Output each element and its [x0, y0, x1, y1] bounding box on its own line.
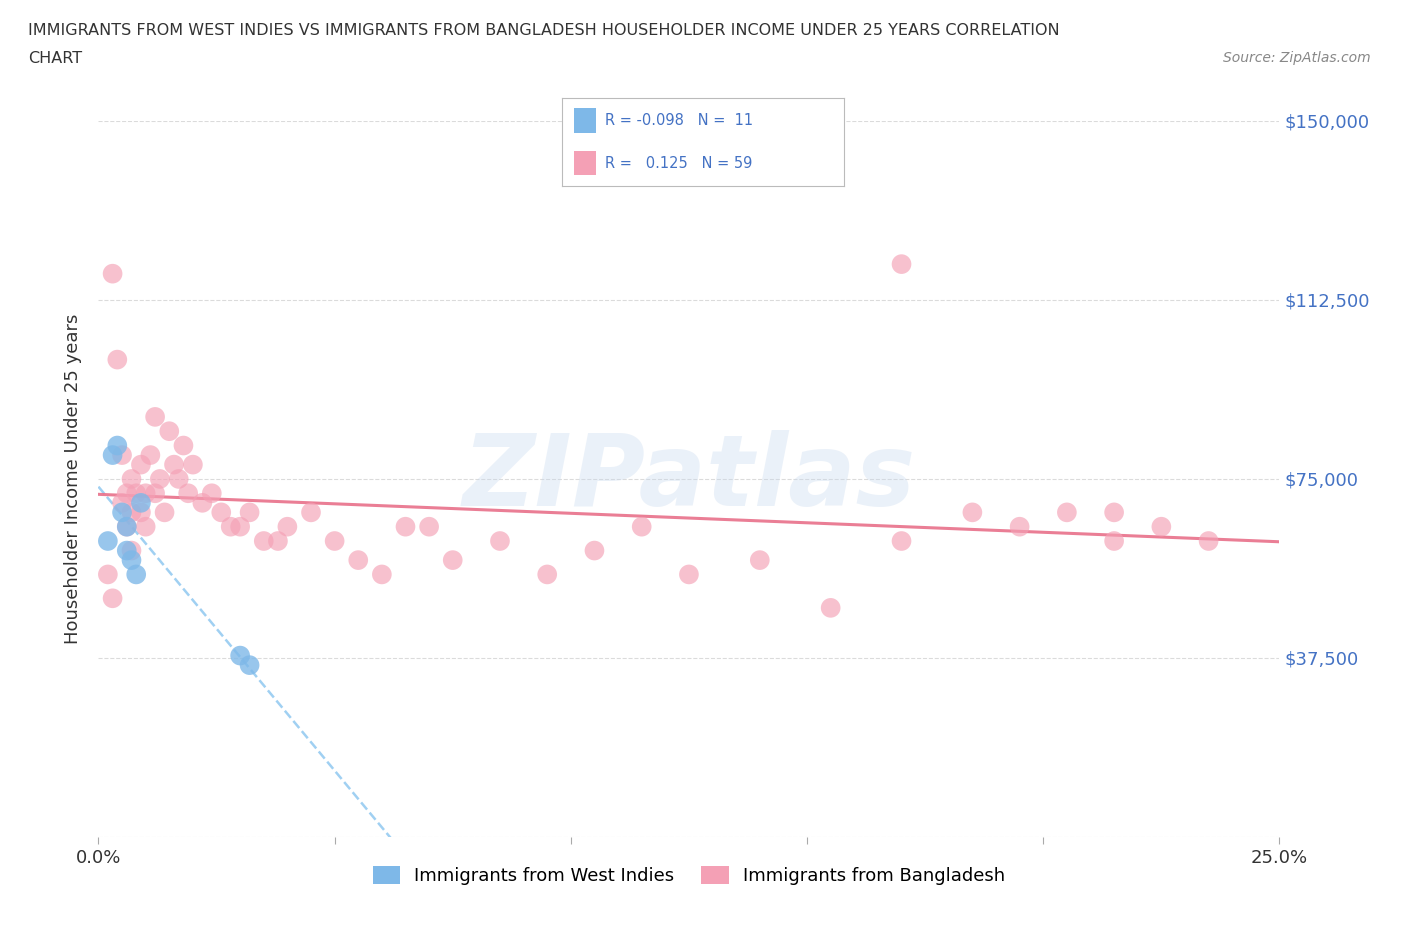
- Point: [121, 472, 143, 486]
- Point: [418, 519, 440, 534]
- Point: [139, 447, 162, 462]
- Point: [111, 447, 134, 462]
- Legend: Immigrants from West Indies, Immigrants from Bangladesh: Immigrants from West Indies, Immigrants …: [366, 858, 1012, 893]
- Point: [135, 519, 157, 534]
- Point: [97, 534, 120, 549]
- Point: [97, 567, 120, 582]
- Point: [129, 496, 152, 511]
- Point: [115, 519, 138, 534]
- Point: [441, 552, 464, 567]
- Point: [101, 447, 124, 462]
- Point: [229, 519, 252, 534]
- Point: [267, 534, 290, 549]
- Point: [105, 438, 128, 453]
- Point: [121, 552, 143, 567]
- Point: [115, 543, 138, 558]
- Point: [394, 519, 416, 534]
- Text: R =   0.125   N = 59: R = 0.125 N = 59: [605, 155, 752, 170]
- Point: [135, 485, 157, 500]
- Point: [1150, 519, 1173, 534]
- Point: [163, 458, 186, 472]
- Point: [129, 505, 152, 520]
- Point: [1198, 534, 1220, 549]
- Point: [347, 552, 370, 567]
- Point: [149, 472, 172, 486]
- Point: [748, 552, 770, 567]
- Point: [121, 505, 143, 520]
- Point: [239, 658, 262, 672]
- Point: [125, 485, 148, 500]
- Y-axis label: Householder Income Under 25 years: Householder Income Under 25 years: [65, 313, 83, 644]
- Point: [219, 519, 242, 534]
- Text: Source: ZipAtlas.com: Source: ZipAtlas.com: [1223, 51, 1371, 65]
- Point: [239, 505, 262, 520]
- Point: [583, 543, 606, 558]
- Point: [1008, 519, 1031, 534]
- Point: [299, 505, 322, 520]
- Point: [143, 409, 166, 424]
- Point: [820, 601, 842, 616]
- Text: R = -0.098   N =  11: R = -0.098 N = 11: [605, 113, 752, 127]
- Text: CHART: CHART: [28, 51, 82, 66]
- Point: [143, 485, 166, 500]
- Point: [890, 257, 912, 272]
- Point: [167, 472, 190, 486]
- Point: [181, 458, 204, 472]
- Point: [209, 505, 232, 520]
- Point: [536, 567, 558, 582]
- Point: [323, 534, 346, 549]
- Point: [201, 485, 224, 500]
- Bar: [574, 151, 596, 176]
- Point: [177, 485, 200, 500]
- Point: [276, 519, 298, 534]
- Text: IMMIGRANTS FROM WEST INDIES VS IMMIGRANTS FROM BANGLADESH HOUSEHOLDER INCOME UND: IMMIGRANTS FROM WEST INDIES VS IMMIGRANT…: [28, 23, 1060, 38]
- Point: [111, 496, 134, 511]
- Point: [101, 591, 124, 605]
- Point: [678, 567, 700, 582]
- Point: [121, 543, 143, 558]
- Point: [157, 424, 180, 439]
- Point: [962, 505, 984, 520]
- Point: [172, 438, 194, 453]
- Point: [125, 567, 148, 582]
- Point: [115, 519, 138, 534]
- Point: [229, 648, 252, 663]
- Point: [630, 519, 652, 534]
- Point: [191, 496, 214, 511]
- Point: [153, 505, 176, 520]
- Point: [1102, 534, 1125, 549]
- Point: [371, 567, 394, 582]
- Point: [101, 266, 124, 281]
- Point: [890, 534, 912, 549]
- Text: ZIPatlas: ZIPatlas: [463, 431, 915, 527]
- Point: [111, 505, 134, 520]
- Point: [1056, 505, 1078, 520]
- Point: [489, 534, 512, 549]
- Point: [115, 485, 138, 500]
- Point: [129, 458, 152, 472]
- Point: [105, 352, 128, 367]
- Bar: [574, 108, 596, 133]
- Point: [1102, 505, 1125, 520]
- Point: [253, 534, 276, 549]
